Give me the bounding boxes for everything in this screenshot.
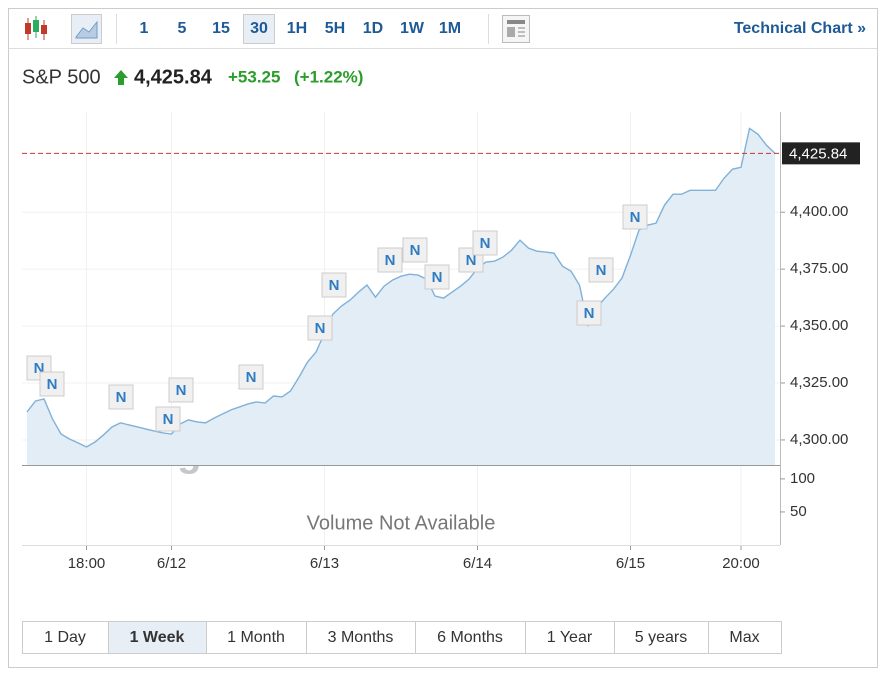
news-marker[interactable]: [472, 230, 498, 256]
range-tab[interactable]: [614, 621, 709, 654]
last-price-label: 4,425.84: [789, 145, 847, 162]
interval-button[interactable]: 1: [140, 20, 149, 37]
up-arrow: [114, 70, 128, 85]
change: +53.25: [228, 67, 280, 86]
layout-icon[interactable]: [502, 15, 530, 43]
news-marker[interactable]: [155, 406, 181, 432]
range-tab-label[interactable]: 1 Day: [44, 629, 86, 646]
news-marker[interactable]: [588, 257, 614, 283]
range-tab-label[interactable]: 1 Month: [227, 629, 285, 646]
y-tick-label: 4,325.00: [790, 374, 848, 391]
news-marker[interactable]: [39, 371, 65, 397]
news-marker[interactable]: [307, 315, 333, 341]
news-marker-label[interactable]: N: [176, 382, 187, 399]
range-tab-label[interactable]: 3 Months: [328, 629, 394, 646]
news-marker[interactable]: [377, 247, 403, 273]
news-marker-label[interactable]: N: [432, 269, 443, 286]
x-tick-label: 6/14: [463, 555, 492, 572]
area-fill: [27, 128, 775, 466]
news-marker-label[interactable]: N: [596, 262, 607, 279]
y-tick-label: 4,350.00: [790, 317, 848, 334]
price-line: [26, 127, 776, 448]
volume-tick-label: 100: [790, 470, 815, 487]
news-marker-label[interactable]: N: [466, 252, 477, 269]
news-marker-label[interactable]: N: [315, 320, 326, 337]
interval-button[interactable]: 1H: [287, 20, 307, 37]
last-price-tag: [782, 142, 860, 165]
range-tab-label[interactable]: 1 Year: [547, 629, 593, 646]
news-marker[interactable]: [168, 377, 194, 403]
news-marker-label[interactable]: N: [34, 360, 45, 377]
x-tick-label: 6/15: [616, 555, 645, 572]
news-marker-label[interactable]: N: [329, 277, 340, 294]
volume-message: Volume Not Available: [307, 512, 496, 534]
interval-button[interactable]: 30: [250, 20, 268, 37]
news-marker-label[interactable]: N: [630, 209, 641, 226]
news-marker[interactable]: [108, 384, 134, 410]
range-tab[interactable]: [525, 621, 615, 654]
news-marker[interactable]: [424, 264, 450, 290]
y-tick-label: 4,300.00: [790, 431, 848, 448]
range-tab-label[interactable]: 6 Months: [437, 629, 503, 646]
interval-button[interactable]: 5: [178, 20, 187, 37]
interval-button[interactable]: 1D: [363, 20, 383, 37]
candle-icon[interactable]: [25, 16, 47, 40]
range-tab[interactable]: [22, 621, 109, 654]
change-percent: (+1.22%): [294, 67, 363, 86]
news-marker-label[interactable]: N: [584, 305, 595, 322]
interval-active-bg: [243, 14, 275, 44]
news-marker[interactable]: [238, 364, 264, 390]
interval-button[interactable]: 5H: [325, 20, 345, 37]
interval-button[interactable]: 1W: [400, 20, 425, 37]
y-tick-label: 4,375.00: [790, 260, 848, 277]
news-marker[interactable]: [402, 237, 428, 263]
news-marker-label[interactable]: N: [47, 376, 58, 393]
news-marker-label[interactable]: N: [385, 252, 396, 269]
interval-button[interactable]: 1M: [439, 20, 461, 37]
news-marker[interactable]: [576, 300, 602, 326]
interval-button[interactable]: 15: [212, 20, 230, 37]
range-tab[interactable]: [415, 621, 526, 654]
range-tab[interactable]: [306, 621, 416, 654]
range-tab-label[interactable]: 1 Week: [130, 629, 185, 646]
instrument-name: S&P 500: [22, 66, 101, 88]
x-tick-label: 18:00: [68, 555, 106, 572]
price: 4,425.84: [134, 66, 213, 88]
news-marker-label[interactable]: N: [116, 389, 127, 406]
area-icon[interactable]: [71, 14, 102, 44]
news-marker-label[interactable]: N: [480, 235, 491, 252]
news-marker-label[interactable]: N: [410, 242, 421, 259]
news-marker[interactable]: [622, 204, 648, 230]
technical-chart-link[interactable]: Technical Chart »: [734, 20, 866, 37]
news-marker-label[interactable]: N: [163, 411, 174, 428]
x-tick-label: 6/13: [310, 555, 339, 572]
x-tick-label: 20:00: [722, 555, 760, 572]
range-tab[interactable]: [708, 621, 782, 654]
volume-tick-label: 50: [790, 503, 807, 520]
y-tick-label: 4,400.00: [790, 203, 848, 220]
x-tick-label: 6/12: [157, 555, 186, 572]
news-marker[interactable]: [321, 272, 347, 298]
news-marker-label[interactable]: N: [246, 369, 257, 386]
range-tab-label[interactable]: 5 years: [635, 629, 687, 646]
range-tab-label[interactable]: Max: [729, 629, 759, 646]
